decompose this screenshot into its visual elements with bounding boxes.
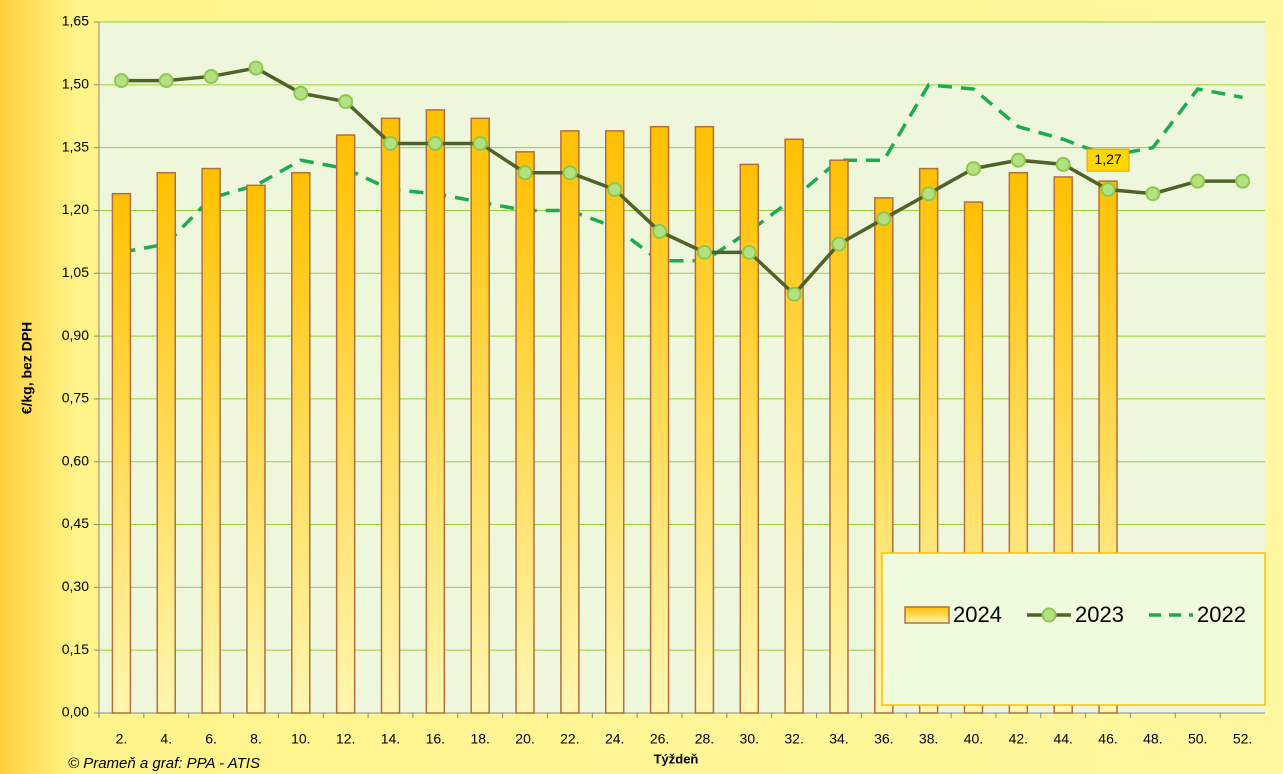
marker — [921, 186, 937, 202]
y-tick-label: 0,45 — [62, 515, 89, 531]
bar — [201, 167, 221, 714]
y-tick-label: 0,00 — [62, 704, 89, 720]
x-tick-label: 20. — [515, 731, 534, 747]
y-tick-label: 0,60 — [62, 452, 89, 468]
x-tick-label: 32. — [784, 731, 803, 747]
x-tick-label: 34. — [829, 731, 848, 747]
marker — [1190, 173, 1206, 189]
marker — [158, 73, 174, 89]
x-tick-label: 42. — [1009, 731, 1028, 747]
footer: © Prameň a graf: PPA - ATIS — [68, 755, 260, 772]
bar — [425, 109, 446, 714]
x-tick-label: 40. — [964, 731, 983, 747]
dashed-line — [121, 82, 1243, 263]
bar — [156, 172, 177, 714]
bar — [246, 184, 266, 714]
marker — [652, 223, 668, 239]
marker — [1100, 182, 1116, 198]
x-tick-label: 22. — [560, 731, 579, 747]
bar — [604, 130, 625, 714]
legend-swatch — [904, 606, 950, 624]
bar — [560, 130, 580, 714]
bar — [470, 117, 490, 714]
x-tick-label: 4. — [160, 731, 172, 747]
bar — [784, 138, 804, 714]
bar — [829, 159, 849, 714]
marker — [1055, 156, 1071, 172]
x-tick-label: 18. — [470, 731, 489, 747]
marker — [427, 135, 443, 151]
y-tick-label: 0,15 — [62, 641, 89, 657]
marker — [876, 211, 892, 227]
y-tick-label: 1,65 — [62, 13, 89, 29]
x-tick-label: 48. — [1143, 731, 1162, 747]
y-tick-label: 0,30 — [62, 578, 89, 594]
legend-marker — [1041, 607, 1057, 623]
x-tick-label: 50. — [1188, 731, 1207, 747]
x-tick-label: 6. — [205, 731, 217, 747]
value-label-box — [1086, 148, 1130, 172]
y-tick-label: 1,05 — [62, 264, 89, 280]
bar — [291, 172, 311, 714]
x-tick-label: 52. — [1233, 731, 1252, 747]
y-tick-label: 1,20 — [62, 201, 89, 217]
x-tick-label: 44. — [1053, 731, 1072, 747]
marker — [831, 236, 847, 252]
marker — [1010, 152, 1026, 168]
bar — [335, 134, 356, 714]
line — [121, 66, 1243, 297]
legend — [881, 552, 1266, 706]
value-label: 1,27 — [1094, 151, 1121, 167]
x-tick-label: 36. — [874, 731, 893, 747]
y-tick-label: 1,50 — [62, 76, 89, 92]
marker — [113, 73, 129, 89]
marker — [517, 165, 533, 181]
y-tick-label: 0,75 — [62, 390, 89, 406]
x-tick-label: 10. — [291, 731, 310, 747]
x-tick-label: 14. — [381, 731, 400, 747]
marker — [1145, 186, 1161, 202]
legend-label: 2024 — [953, 602, 1002, 627]
x-tick-label: 38. — [919, 731, 938, 747]
bar — [380, 117, 401, 714]
x-tick-label: 24. — [605, 731, 624, 747]
marker — [786, 286, 802, 302]
marker — [293, 85, 309, 101]
x-tick-label: 46. — [1098, 731, 1117, 747]
x-tick-label: 26. — [650, 731, 669, 747]
bar — [739, 163, 760, 714]
bar — [111, 192, 132, 714]
marker — [607, 182, 623, 198]
marker — [696, 244, 712, 260]
legend-label: 2022 — [1197, 602, 1246, 627]
x-tick-label: 2. — [116, 731, 128, 747]
x-tick-label: 28. — [695, 731, 714, 747]
y-tick-label: 0,90 — [62, 327, 89, 343]
y-axis-label: €/kg, bez DPH — [19, 322, 35, 415]
marker — [562, 165, 578, 181]
y-tick-label: 1,35 — [62, 138, 89, 154]
marker — [472, 135, 488, 151]
marker — [383, 135, 398, 151]
bar — [515, 151, 535, 714]
x-tick-label: 8. — [250, 731, 262, 747]
x-tick-label: 30. — [740, 731, 759, 747]
bar — [649, 125, 670, 714]
x-tick-label: 16. — [426, 731, 445, 747]
marker — [338, 94, 354, 110]
marker — [741, 244, 757, 260]
bar — [694, 125, 715, 714]
marker — [203, 68, 219, 84]
x-axis-label: Týždeň — [654, 751, 699, 766]
legend-label: 2023 — [1075, 602, 1124, 627]
marker — [966, 161, 981, 177]
x-tick-label: 12. — [336, 731, 355, 747]
marker — [248, 60, 264, 76]
marker — [1235, 173, 1251, 189]
